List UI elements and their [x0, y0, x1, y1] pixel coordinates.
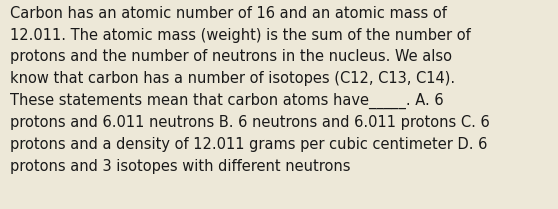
Text: Carbon has an atomic number of 16 and an atomic mass of
12.011. The atomic mass : Carbon has an atomic number of 16 and an…: [10, 6, 490, 174]
